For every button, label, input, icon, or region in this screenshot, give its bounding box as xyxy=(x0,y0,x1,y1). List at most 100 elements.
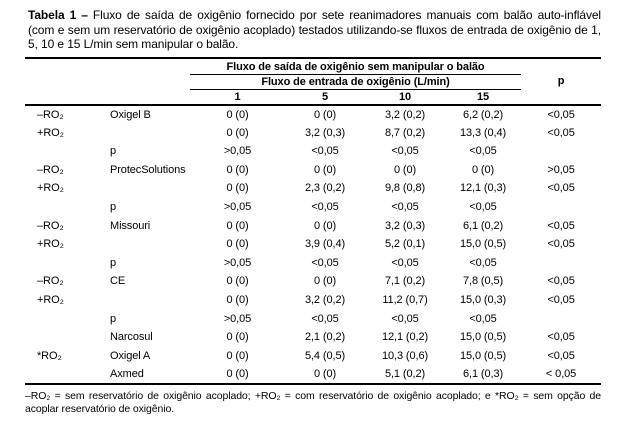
cell-value: 0 (0) xyxy=(313,163,337,176)
cell-value: 3,2 (0,2) xyxy=(304,294,346,307)
header-spacer xyxy=(25,89,190,106)
table-row: p >0,05 <0,05 <0,05 <0,05 xyxy=(25,309,601,328)
cell-value: <0,05 xyxy=(391,145,419,158)
cell-symbol xyxy=(25,254,105,273)
cell-symbol xyxy=(25,328,105,347)
cell-symbol xyxy=(25,198,105,217)
caption-text: Fluxo de saída de oxigênio fornecido por… xyxy=(28,8,601,52)
results-table: Fluxo de saída de oxigênio sem manipular… xyxy=(25,56,602,385)
cell-value: <0,05 xyxy=(469,312,497,325)
cell-symbol: –RO₂ xyxy=(37,275,64,288)
cell-value: 3,2 (0,2) xyxy=(384,108,426,121)
cell-device: p xyxy=(110,145,117,158)
cell-value: 3,9 (0,4) xyxy=(304,238,346,251)
table-row: +RO₂ 0 (0) 2,3 (0,2) 9,8 (0,8) 12,1 (0,3… xyxy=(25,179,601,198)
table-caption: Tabela 1 – Fluxo de saída de oxigênio fo… xyxy=(28,8,601,52)
table-row: –RO₂ CE 0 (0) 0 (0) 7,1 (0,2) 7,8 (0,5) … xyxy=(25,272,601,291)
cell-value: 0 (0) xyxy=(226,331,249,344)
page: Tabela 1 – Fluxo de saída de oxigênio fo… xyxy=(25,8,602,415)
table-header: Fluxo de saída de oxigênio sem manipular… xyxy=(25,56,602,106)
cell-value: <0,05 xyxy=(391,256,419,269)
table-row: *RO₂ Oxigel A 0 (0) 5,4 (0,5) 10,3 (0,6)… xyxy=(25,347,601,366)
cell-symbol xyxy=(25,142,105,161)
cell-value: >0,05 xyxy=(223,256,252,269)
cell-value: 0 (0) xyxy=(226,163,249,176)
cell-p xyxy=(521,142,601,161)
cell-value: 15,0 (0,5) xyxy=(459,238,507,251)
header-subgroup-title: Fluxo de entrada de oxigênio (L/min) xyxy=(190,74,522,91)
cell-value: <0,05 xyxy=(391,201,419,214)
table-row: –RO₂ Missouri 0 (0) 0 (0) 3,2 (0,3) 6,1 … xyxy=(25,216,601,235)
cell-value: >0,05 xyxy=(223,312,252,325)
cell-value: 6,2 (0,2) xyxy=(462,108,504,121)
cell-symbol: +RO₂ xyxy=(37,126,64,139)
cell-device: Axmed xyxy=(105,365,190,385)
cell-value: 10,3 (0,6) xyxy=(381,349,429,362)
header-group-title: Fluxo de saída de oxigênio sem manipular… xyxy=(190,56,522,76)
cell-value: 0 (0) xyxy=(313,275,337,288)
cell-symbol: +RO₂ xyxy=(37,182,64,195)
cell-symbol: +RO₂ xyxy=(37,294,64,307)
cell-value: 6,1 (0,2) xyxy=(462,219,504,232)
cell-symbol: –RO₂ xyxy=(37,108,64,121)
cell-device: Missouri xyxy=(110,219,151,232)
cell-value: 5,1 (0,2) xyxy=(365,365,445,385)
cell-device: p xyxy=(110,312,117,325)
cell-value: 15,0 (0,5) xyxy=(459,331,507,344)
cell-symbol xyxy=(25,309,105,328)
table-row: +RO₂ 0 (0) 3,9 (0,4) 5,2 (0,1) 15,0 (0,5… xyxy=(25,235,601,254)
table-row: +RO₂ 0 (0) 3,2 (0,3) 8,7 (0,2) 13,3 (0,4… xyxy=(25,123,601,142)
cell-p: <0,05 xyxy=(547,331,575,344)
cell-value: <0,05 xyxy=(469,256,497,269)
cell-p: <0,05 xyxy=(547,238,575,251)
cell-value: <0,05 xyxy=(469,201,497,214)
table-row: p >0,05 <0,05 <0,05 <0,05 xyxy=(25,198,601,217)
cell-value: 0 (0) xyxy=(226,108,249,121)
cell-device xyxy=(105,179,190,198)
cell-value: <0,05 xyxy=(311,256,339,269)
cell-value: 12,1 (0,2) xyxy=(381,331,429,344)
cell-value: 15,0 (0,3) xyxy=(459,294,507,307)
header-spacer xyxy=(25,75,190,90)
cell-value: <0,05 xyxy=(311,145,339,158)
cell-value: 0 (0) xyxy=(313,219,337,232)
header-flow-10: 10 xyxy=(365,89,445,106)
cell-value: 0 (0) xyxy=(226,238,249,251)
cell-p: <0,05 xyxy=(547,349,575,362)
cell-p: <0,05 xyxy=(547,126,575,139)
cell-symbol: *RO₂ xyxy=(37,349,62,362)
cell-p: <0,05 xyxy=(547,275,575,288)
cell-value: 11,2 (0,7) xyxy=(382,294,428,307)
cell-device xyxy=(105,291,190,310)
header-flow-15: 15 xyxy=(445,89,522,106)
cell-value: <0,05 xyxy=(469,145,497,158)
cell-value: 6,1 (0,3) xyxy=(445,365,522,385)
cell-value: 9,8 (0,8) xyxy=(384,182,426,195)
header-p-label: p xyxy=(521,56,602,106)
cell-value: 8,7 (0,2) xyxy=(384,126,426,139)
cell-p: >0,05 xyxy=(547,163,575,176)
cell-device: Oxigel B xyxy=(110,108,151,121)
table-row: p >0,05 <0,05 <0,05 <0,05 xyxy=(25,142,601,161)
cell-p: <0,05 xyxy=(547,219,575,232)
cell-value: 15,0 (0,5) xyxy=(459,349,507,362)
cell-value: 0 (0) xyxy=(285,365,365,385)
caption-label: Tabela 1 – xyxy=(28,8,88,22)
cell-value: 0 (0) xyxy=(226,349,249,362)
cell-p: <0,05 xyxy=(547,294,575,307)
cell-p xyxy=(521,309,601,328)
cell-p: <0,05 xyxy=(547,108,575,121)
cell-value: 7,8 (0,5) xyxy=(462,275,504,288)
cell-value: 2,1 (0,2) xyxy=(304,331,346,344)
cell-device: CE xyxy=(110,275,126,288)
cell-value: >0,05 xyxy=(223,145,252,158)
cell-value: 2,3 (0,2) xyxy=(304,182,346,195)
cell-device: Oxigel A xyxy=(110,349,151,362)
cell-symbol xyxy=(25,365,105,385)
cell-symbol: +RO₂ xyxy=(37,238,64,251)
cell-device: p xyxy=(110,256,117,269)
cell-value: 3,2 (0,3) xyxy=(304,126,346,139)
cell-device: ProtecSolutions xyxy=(110,163,186,176)
cell-symbol: –RO₂ xyxy=(37,219,64,232)
table-row: Axmed 0 (0) 0 (0) 5,1 (0,2) 6,1 (0,3) < … xyxy=(25,365,602,385)
